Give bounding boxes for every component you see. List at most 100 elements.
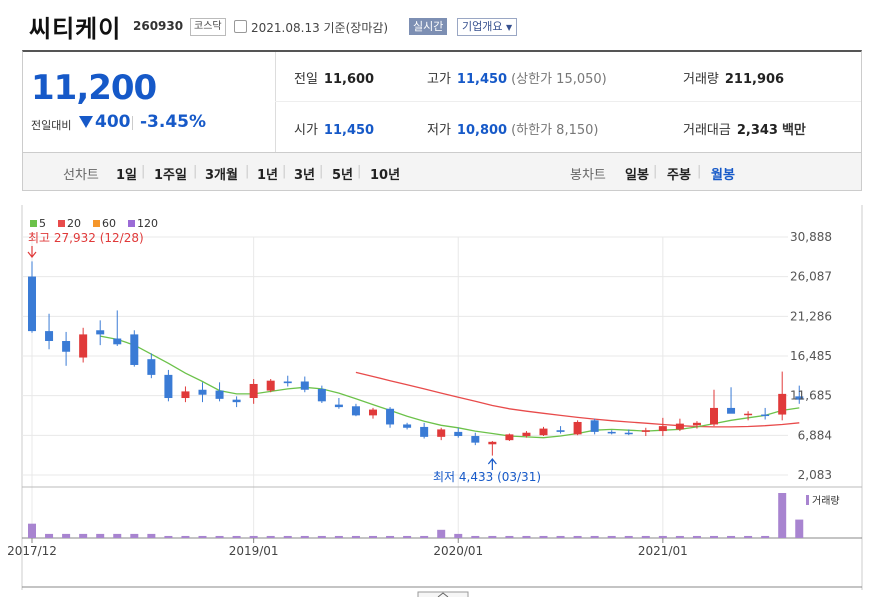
realtime-button[interactable]: 실시간 bbox=[409, 18, 448, 35]
volume-bar bbox=[28, 523, 36, 538]
volume-bar bbox=[710, 535, 718, 538]
candle-body bbox=[198, 389, 207, 395]
stock-name: 씨티케이 bbox=[29, 15, 122, 43]
candle-body bbox=[744, 413, 753, 416]
divider: | bbox=[653, 164, 658, 179]
candle-monthly[interactable]: 월봉 bbox=[711, 168, 735, 183]
volume-bar bbox=[761, 535, 770, 538]
candle-body bbox=[62, 341, 71, 352]
candle-body bbox=[300, 381, 309, 390]
volume-info: 거래량 211,906 bbox=[683, 72, 785, 87]
volume-bar bbox=[539, 535, 548, 538]
volume-bar bbox=[795, 519, 804, 538]
divider: | bbox=[697, 164, 702, 179]
candle-body bbox=[164, 374, 173, 399]
period-5y[interactable]: 5년 bbox=[332, 168, 354, 183]
candle-body bbox=[761, 414, 770, 417]
candle-body bbox=[692, 422, 701, 426]
volume-bar bbox=[488, 535, 497, 538]
volume-bar bbox=[675, 535, 684, 538]
stock-header: 씨티케이 260930 코스닥 2021.08.13 기준(장마감) 실시간 기… bbox=[0, 0, 875, 50]
candle-body bbox=[45, 331, 54, 342]
candle-daily[interactable]: 일봉 bbox=[625, 168, 649, 183]
y-tick-label: 26,087 bbox=[790, 270, 832, 284]
divider bbox=[275, 52, 276, 152]
volume-bar bbox=[556, 535, 565, 538]
x-tick-label: 2019/01 bbox=[229, 544, 279, 558]
legend-swatch bbox=[93, 220, 100, 227]
legend-label: 20 bbox=[67, 217, 81, 230]
divider: | bbox=[193, 164, 198, 179]
volume-bar bbox=[522, 535, 531, 538]
down-arrow-icon bbox=[79, 116, 93, 128]
volume-bar bbox=[164, 535, 173, 538]
volume-bar bbox=[232, 535, 241, 538]
volume-bar bbox=[590, 535, 599, 538]
volume-bar bbox=[96, 533, 105, 538]
candle-chart-label: 봉차트 bbox=[570, 168, 606, 183]
volume-bar bbox=[147, 533, 156, 538]
x-tick-label: 2017/12 bbox=[7, 544, 57, 558]
candle-body bbox=[539, 428, 548, 436]
volume-bar bbox=[420, 535, 429, 538]
stock-code: 260930 bbox=[133, 19, 184, 33]
volume-bar bbox=[62, 533, 71, 538]
volume-bar bbox=[369, 535, 377, 538]
volume-bar bbox=[437, 529, 446, 538]
divider bbox=[275, 101, 861, 102]
candle-body bbox=[334, 404, 343, 408]
candle-body bbox=[795, 396, 804, 400]
volume-bar bbox=[658, 535, 667, 538]
candle-weekly[interactable]: 주봉 bbox=[667, 168, 691, 183]
divider: | bbox=[319, 164, 324, 179]
y-tick-label: 11,685 bbox=[790, 389, 832, 403]
volume-bar bbox=[215, 535, 224, 538]
quote-box bbox=[22, 50, 862, 153]
divider: | bbox=[245, 164, 250, 179]
min-arrow-icon bbox=[487, 458, 497, 470]
candle-body bbox=[113, 338, 122, 345]
quote-date: 2021.08.13 기준(장마감) bbox=[251, 21, 389, 35]
candle-body bbox=[454, 431, 463, 437]
candle-body bbox=[471, 436, 480, 443]
change-percent: -3.45% bbox=[140, 112, 207, 132]
period-3m[interactable]: 3개월 bbox=[205, 168, 238, 183]
volume-bar bbox=[386, 535, 395, 538]
volume-bar bbox=[641, 535, 650, 538]
volume-bar bbox=[744, 535, 753, 538]
period-10y[interactable]: 10년 bbox=[370, 168, 401, 183]
candle-body bbox=[590, 420, 599, 432]
y-tick-label: 21,286 bbox=[790, 309, 832, 323]
high-price: 고가 11,450 (상한가 15,050) bbox=[427, 72, 607, 87]
candle-body bbox=[437, 429, 446, 437]
candle-body bbox=[369, 409, 377, 416]
legend-label: 5 bbox=[39, 217, 46, 230]
candle-body bbox=[607, 431, 616, 434]
company-overview-button[interactable]: 기업개요 ▼ bbox=[457, 18, 518, 36]
period-1d[interactable]: 1일 bbox=[116, 168, 138, 183]
volume-bar bbox=[334, 535, 343, 538]
period-1w[interactable]: 1주일 bbox=[154, 168, 187, 183]
candle-body bbox=[79, 334, 88, 358]
period-3y[interactable]: 3년 bbox=[294, 168, 316, 183]
x-tick-label: 2021/01 bbox=[638, 544, 688, 558]
company-overview-label: 기업개요 bbox=[462, 20, 503, 33]
candle-body bbox=[522, 432, 531, 437]
chevron-up-icon bbox=[437, 592, 449, 597]
ma5-line bbox=[100, 335, 800, 439]
min-price-label: 최저 4,433 (03/31) bbox=[433, 470, 541, 484]
open-price: 시가 11,450 bbox=[294, 123, 375, 138]
y-tick-label: 16,485 bbox=[790, 349, 832, 363]
candle-body bbox=[778, 393, 787, 415]
volume-bar bbox=[505, 535, 514, 538]
chart-toolbar: 선차트 1일 | 1주일 | 3개월 | 1년 | 3년 | 5년 | 10년 … bbox=[22, 153, 862, 191]
volume-bar bbox=[45, 533, 54, 538]
candle-body bbox=[624, 432, 633, 435]
candle-body bbox=[710, 407, 718, 425]
candle-body bbox=[573, 421, 582, 435]
candle-body bbox=[403, 424, 412, 428]
period-1y[interactable]: 1년 bbox=[257, 168, 279, 183]
legend-label: 120 bbox=[137, 217, 158, 230]
candle-body bbox=[232, 399, 241, 403]
